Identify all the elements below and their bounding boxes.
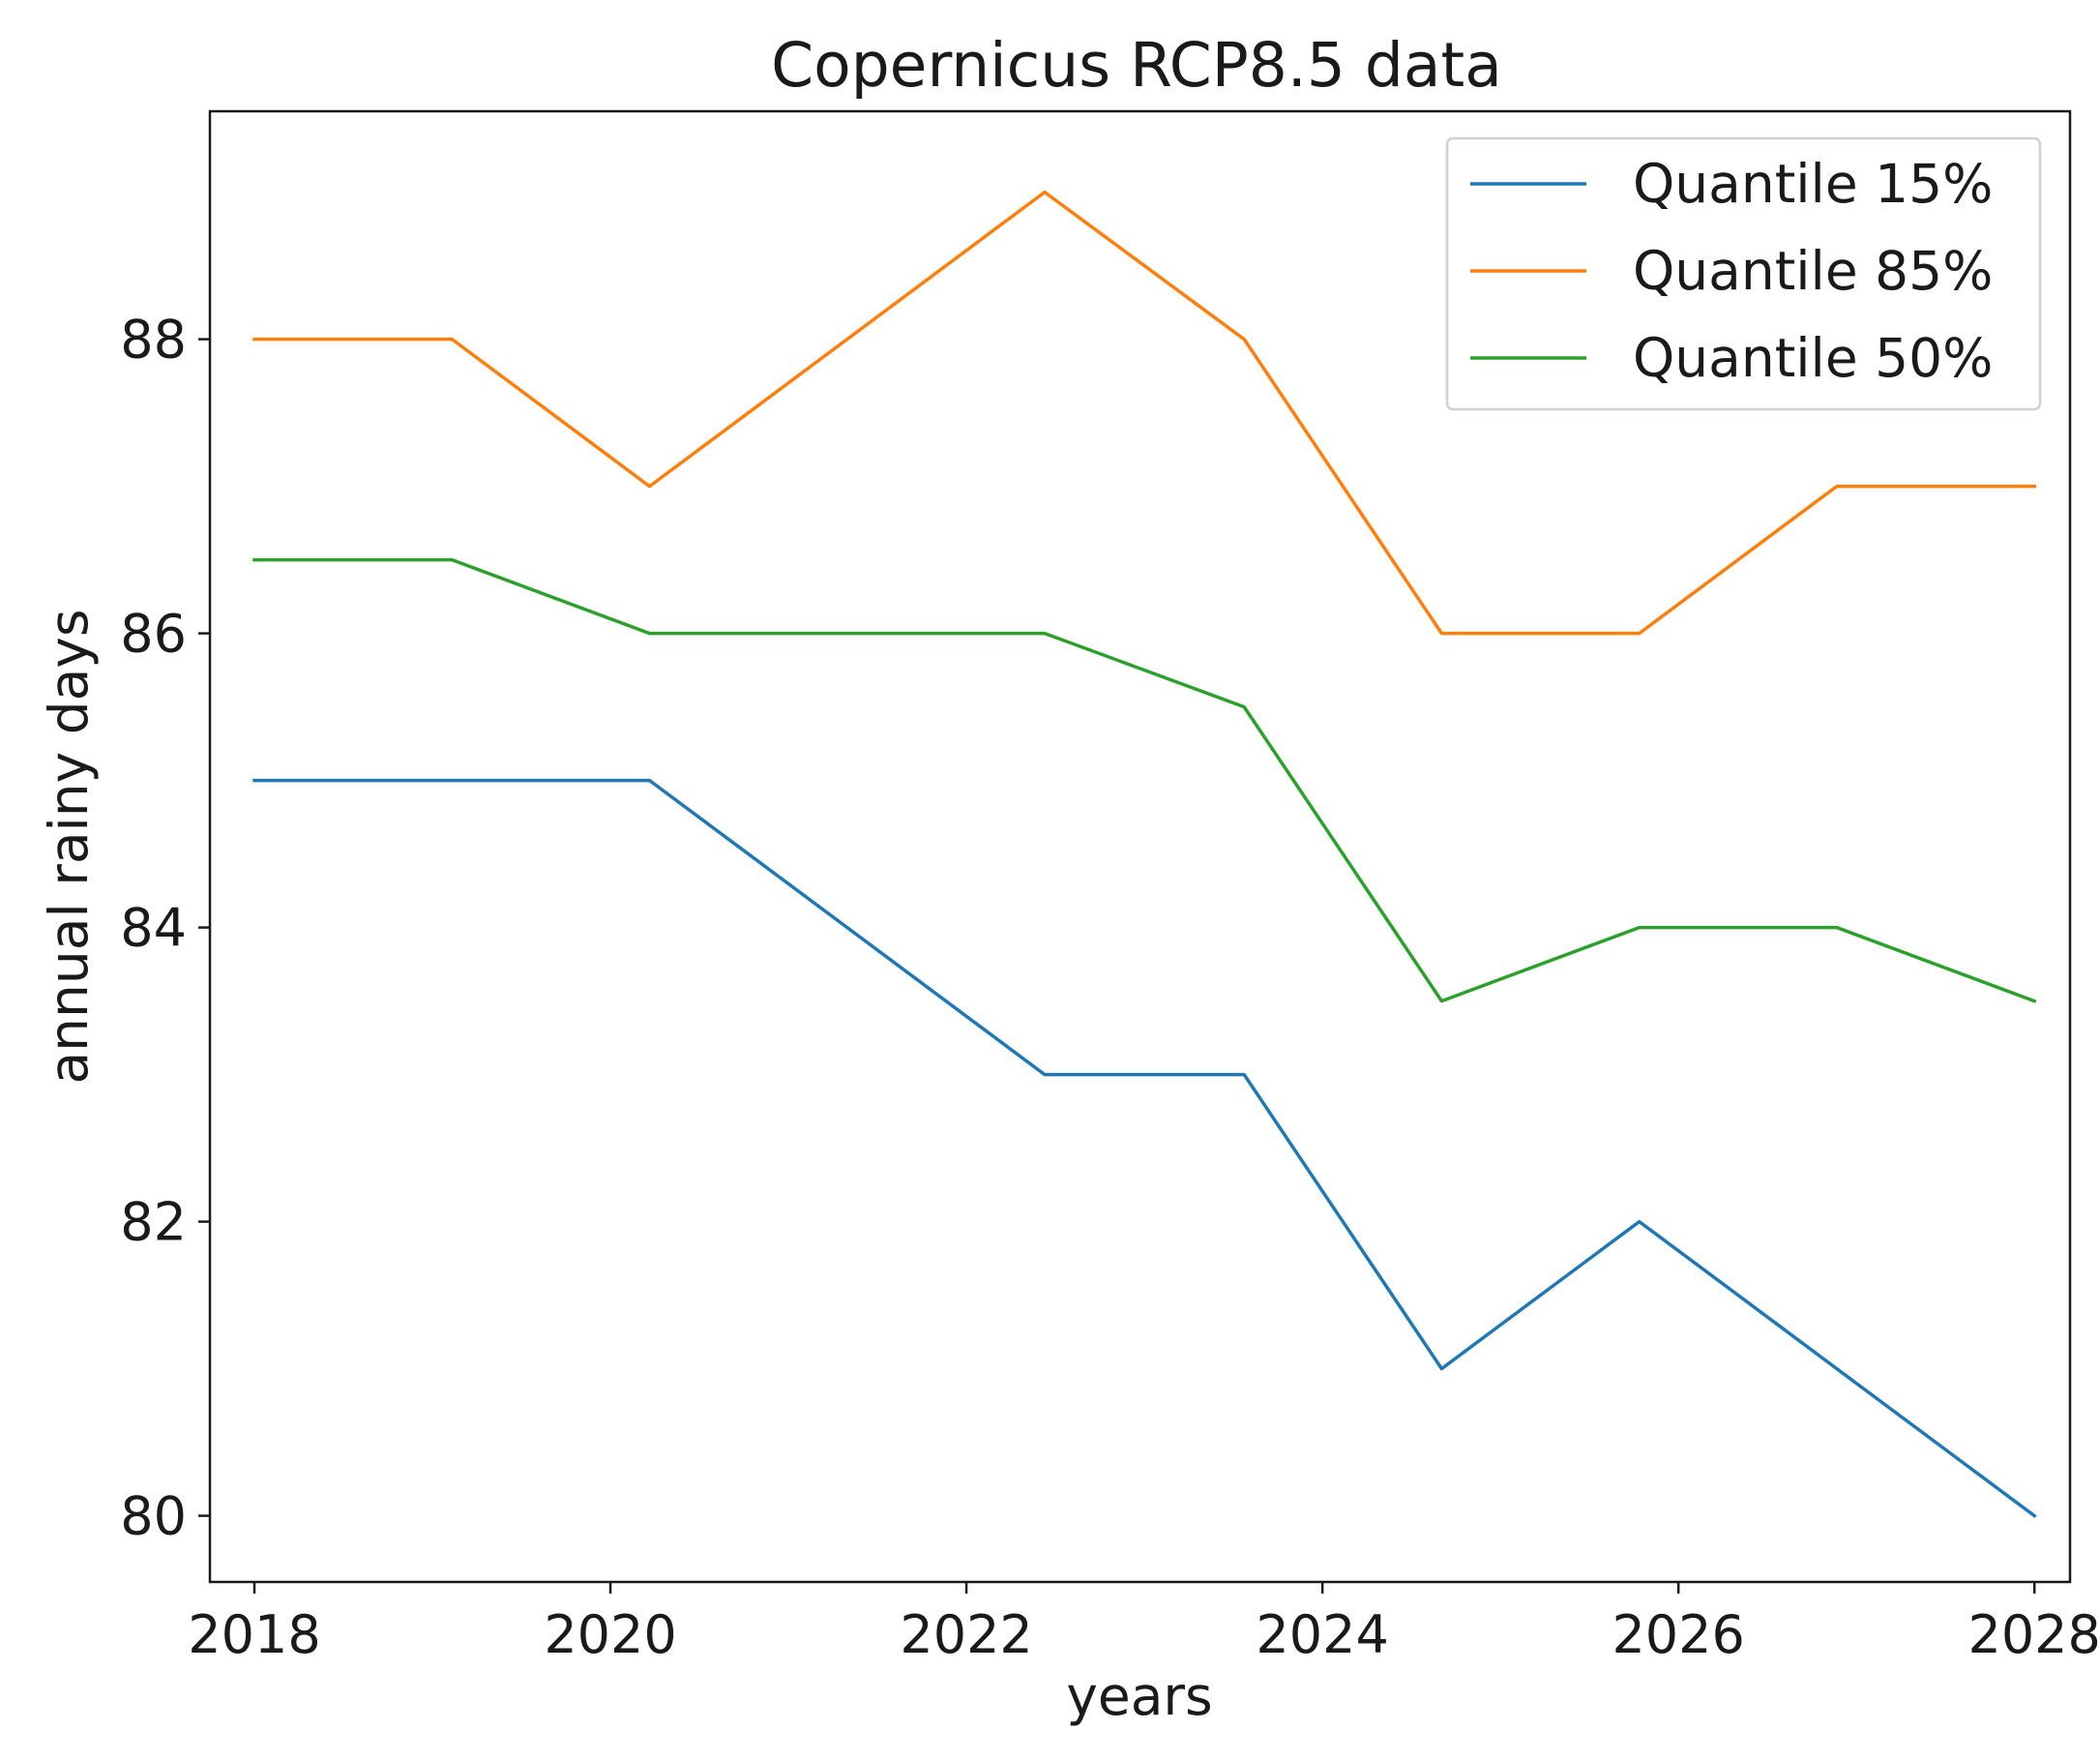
y-tick-label: 84 xyxy=(120,898,187,959)
series-line-quantile-50 xyxy=(252,557,2037,1003)
x-tick-label: 2024 xyxy=(1256,1604,1388,1665)
legend-frame xyxy=(1445,136,2042,411)
legend-label-quantile-15: Quantile 15% xyxy=(1633,153,1993,215)
x-axis-label: years xyxy=(1066,1665,1212,1727)
legend-label-quantile-50: Quantile 50% xyxy=(1633,327,1993,389)
series-line-quantile-85 xyxy=(252,190,2036,636)
legend: Quantile 15% Quantile 85% Quantile 50% xyxy=(1445,136,2042,411)
chart-title: Copernicus RCP8.5 data xyxy=(771,30,1502,101)
x-tick-label: 2028 xyxy=(1967,1604,2100,1665)
y-axis-label: annual rainy days xyxy=(38,609,100,1084)
y-tick-label: 82 xyxy=(120,1192,187,1253)
x-tick-label: 2026 xyxy=(1612,1604,1744,1665)
x-tick-label: 2022 xyxy=(900,1604,1032,1665)
series-line-quantile-15 xyxy=(252,778,2037,1519)
x-tick-label: 2018 xyxy=(188,1604,320,1665)
plot-area-frame xyxy=(208,109,2072,1584)
y-axis: 80 82 84 86 88 xyxy=(120,310,210,1547)
y-tick-label: 80 xyxy=(120,1486,187,1547)
y-tick-label: 88 xyxy=(120,310,187,371)
y-tick-label: 86 xyxy=(120,604,187,665)
x-axis: 2018 2020 2022 2024 2026 2028 xyxy=(188,1582,2100,1665)
series-lines xyxy=(252,190,2037,1519)
x-tick-label: 2020 xyxy=(544,1604,676,1665)
legend-label-quantile-85: Quantile 85% xyxy=(1633,240,1993,302)
